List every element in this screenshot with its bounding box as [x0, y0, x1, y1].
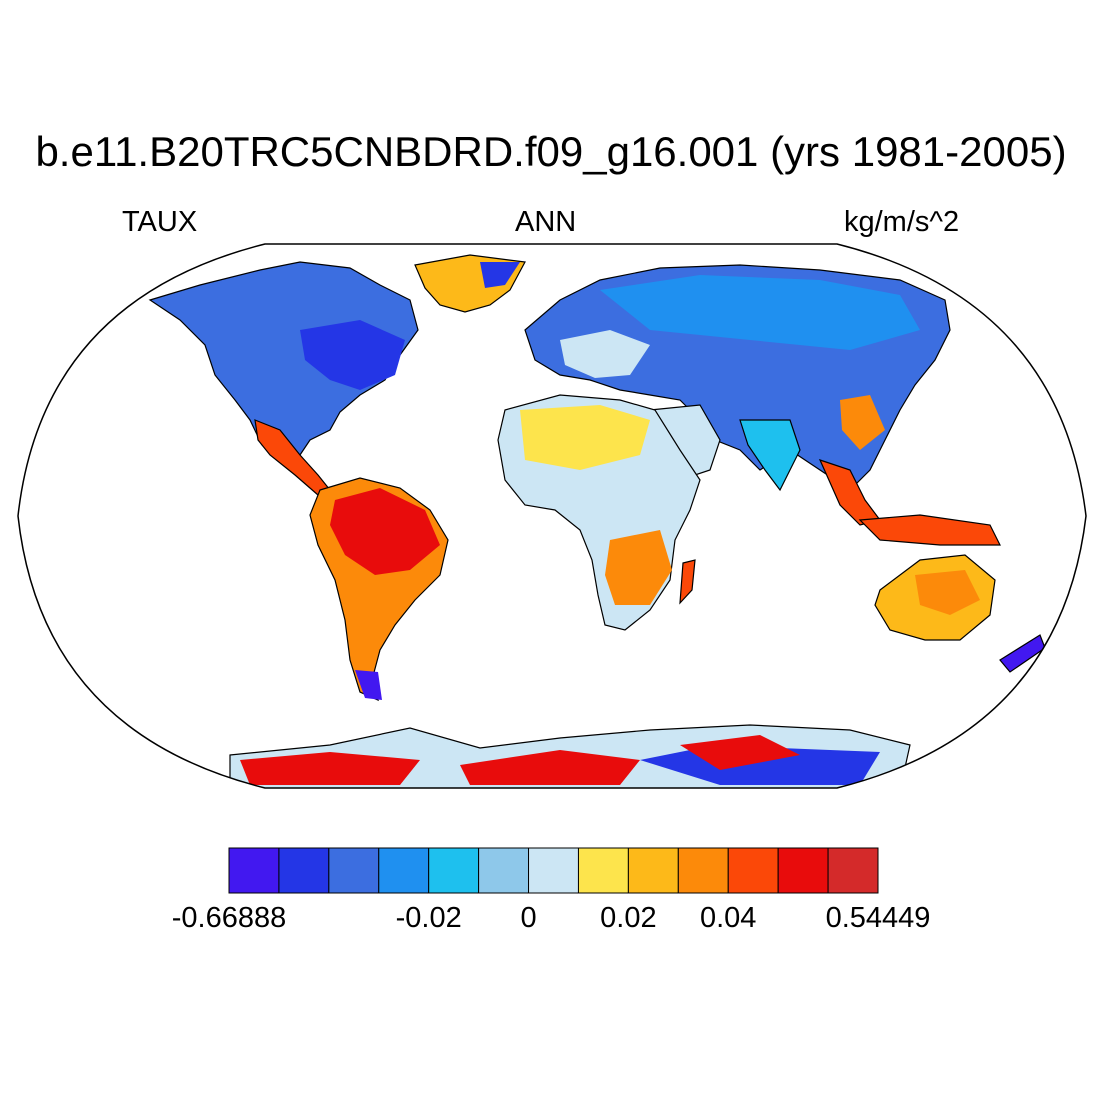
- units-label: kg/m/s^2: [844, 206, 960, 238]
- colorbar-swatch: [478, 847, 530, 894]
- season-label: ANN: [515, 206, 577, 238]
- eastern-us-region: [300, 320, 405, 390]
- globe-outline: [17, 243, 1087, 789]
- india-region: [739, 419, 801, 492]
- colorbar-tick-label: 0: [520, 902, 537, 934]
- variable-label: TAUX: [122, 206, 198, 238]
- indonesia-region: [858, 514, 1001, 546]
- madagascar-region: [679, 559, 696, 605]
- sahara-region: [520, 405, 650, 470]
- colorbar-swatch: [777, 847, 829, 894]
- asia-north-region: [600, 275, 920, 350]
- colorbar-tick-label: 0.54449: [825, 902, 931, 934]
- colorbar-swatch: [278, 847, 330, 894]
- colorbar-tick-label: 0.02: [600, 902, 657, 934]
- patagonia-region: [355, 670, 382, 700]
- colorbar-swatch: [378, 847, 430, 894]
- colorbar-tick-label: 0.04: [699, 902, 757, 934]
- colorbar-swatch: [727, 847, 779, 894]
- colorbar-swatch: [528, 847, 579, 894]
- southern-africa-region: [605, 530, 672, 605]
- colorbar-swatch: [428, 847, 480, 894]
- north-america-region: [148, 261, 419, 461]
- plot-title: b.e11.B20TRC5CNBDRD.f09_g16.001 (yrs 198…: [35, 128, 1067, 175]
- colorbar-swatch: [677, 847, 729, 894]
- colorbar-swatch: [827, 847, 879, 894]
- antarctica-red-patch-region: [680, 735, 800, 770]
- colorbar-tick-label: -0.66888: [171, 902, 287, 934]
- colorbar: [228, 847, 879, 894]
- australia-interior-region: [915, 570, 980, 615]
- greenland-east-region: [480, 262, 520, 288]
- colorbar-tick-label: -0.02: [395, 902, 462, 934]
- antarctica-west-region: [240, 752, 420, 785]
- colorbar-swatch: [627, 847, 679, 894]
- antarctica-east-region: [460, 750, 640, 785]
- new-zealand-region: [999, 634, 1046, 673]
- land-fields: [148, 254, 1046, 788]
- europe-region: [560, 330, 650, 378]
- east-china-region: [840, 395, 885, 450]
- colorbar-swatch: [328, 847, 380, 894]
- colorbar-swatch: [228, 847, 280, 894]
- colorbar-swatch: [577, 847, 629, 894]
- se-asia-region: [818, 459, 882, 526]
- amazon-region: [330, 488, 440, 575]
